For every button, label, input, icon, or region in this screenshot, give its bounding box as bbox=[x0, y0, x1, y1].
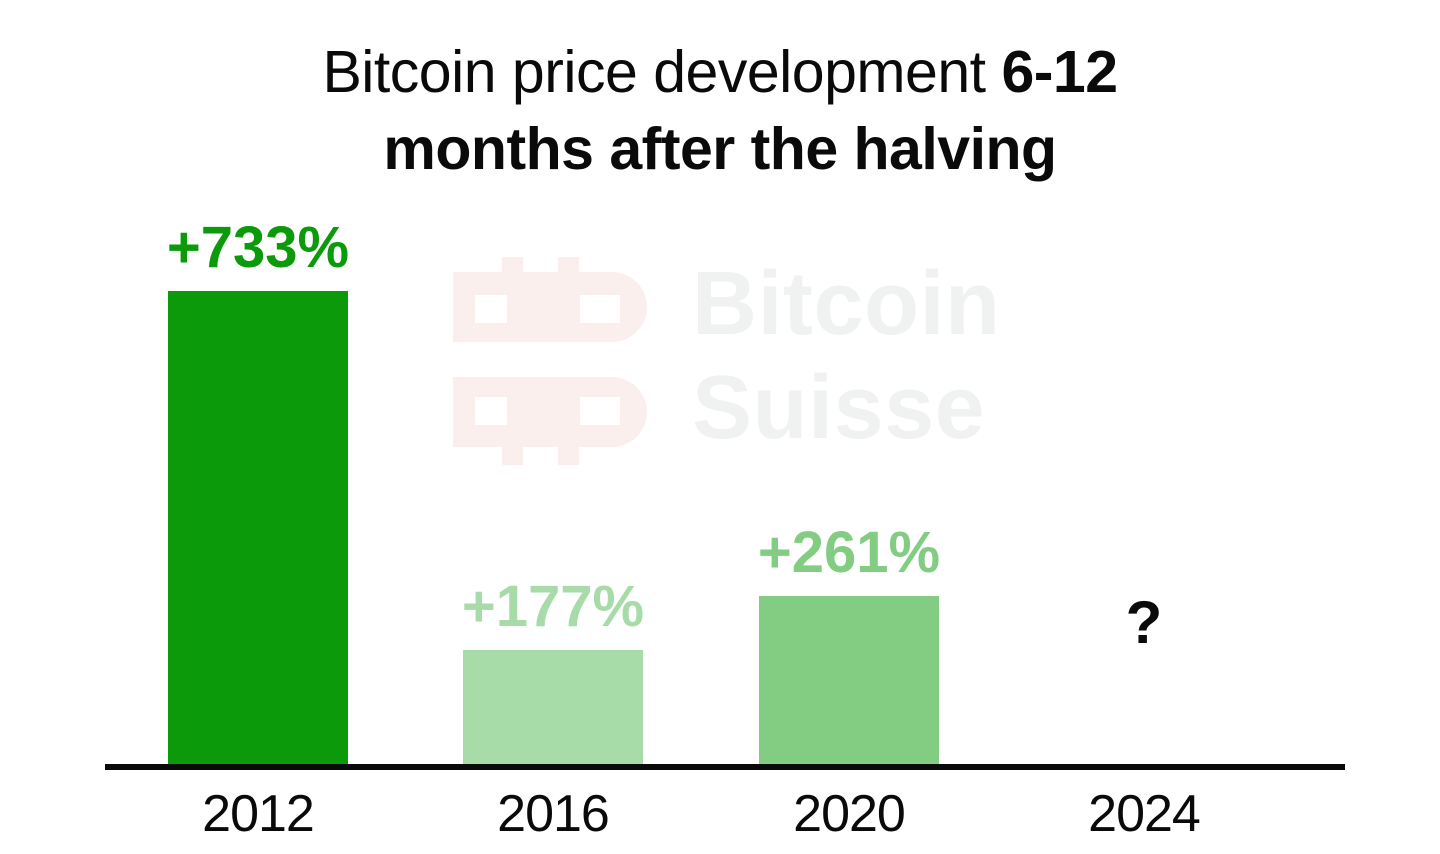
bar-column-2012: +733% bbox=[166, 215, 350, 764]
x-axis-label-2016: 2016 bbox=[497, 785, 610, 843]
chart-title-line2: months after the halving bbox=[383, 116, 1057, 182]
bar-value-label-2016: +177% bbox=[461, 574, 645, 639]
x-axis-label-2012: 2012 bbox=[202, 785, 315, 843]
chart-title-line1: Bitcoin price development 6-12 bbox=[0, 34, 1440, 111]
x-axis-label-2024: 2024 bbox=[1088, 785, 1201, 843]
chart-title-line1-bold: 6-12 bbox=[1001, 39, 1118, 105]
chart-title-line1-regular: Bitcoin price development bbox=[322, 39, 1002, 105]
bar-value-label-2012: +733% bbox=[166, 215, 350, 280]
bar-2012 bbox=[168, 291, 348, 764]
bar-column-2024: ? bbox=[1054, 589, 1234, 764]
bar-column-2020: +261% bbox=[757, 520, 941, 764]
bar-value-label-2024: ? bbox=[1125, 589, 1163, 656]
bar-2020 bbox=[759, 596, 939, 764]
chart-title: Bitcoin price development 6-12 months af… bbox=[0, 34, 1440, 188]
x-axis-label-2020: 2020 bbox=[793, 785, 906, 843]
x-axis-line bbox=[105, 764, 1345, 770]
bar-value-label-2020: +261% bbox=[757, 520, 941, 585]
bar-2016 bbox=[463, 650, 643, 764]
bar-column-2016: +177% bbox=[461, 574, 645, 764]
